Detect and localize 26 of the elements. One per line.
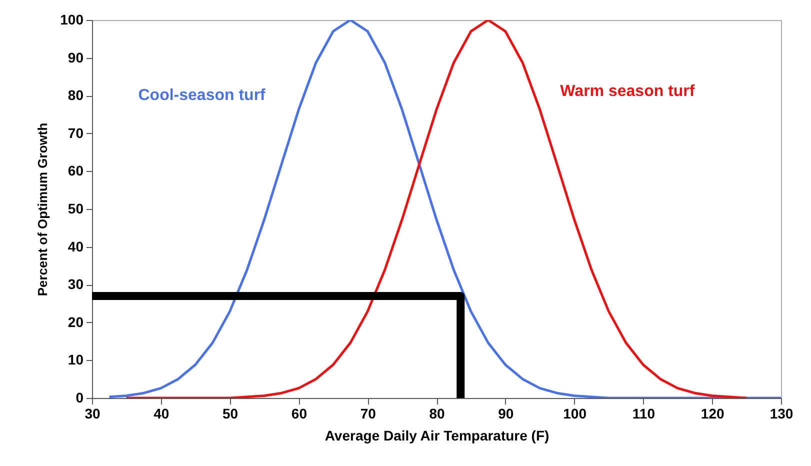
series-label: Warm season turf [560, 83, 696, 100]
x-tick-label: 90 [498, 406, 514, 422]
y-tick-label: 10 [68, 352, 84, 368]
y-tick-label: 30 [68, 276, 84, 292]
y-tick-label: 90 [68, 49, 84, 66]
y-tick-label: 40 [68, 238, 84, 254]
y-tick-label: 20 [68, 314, 84, 330]
x-tick-label: 130 [770, 406, 794, 422]
x-tick-label: 50 [222, 406, 238, 422]
y-tick-label: 0 [76, 390, 84, 406]
y-tick-label: 60 [68, 162, 84, 179]
y-tick-label: 50 [68, 200, 84, 216]
x-tick-label: 100 [563, 406, 587, 422]
x-tick-label: 30 [84, 406, 100, 422]
x-tick-label: 40 [154, 406, 170, 422]
y-axis-title: Percent of Optimum Growth [35, 122, 50, 296]
x-tick-label: 70 [360, 406, 376, 422]
x-tick-label: 120 [700, 406, 724, 422]
x-tick-label: 110 [632, 406, 656, 422]
x-tick-label: 80 [429, 406, 445, 422]
x-tick-label: 60 [291, 406, 308, 422]
y-tick-label: 80 [68, 87, 84, 104]
y-tick-label: 70 [68, 124, 84, 141]
x-axis-title: Average Daily Air Temparature (F) [324, 428, 550, 444]
y-tick-label: 100 [60, 12, 84, 28]
text: Cool-season turf [138, 87, 266, 104]
